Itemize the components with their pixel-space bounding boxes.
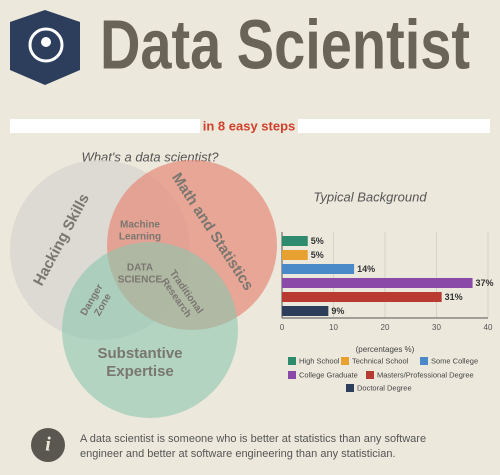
logo-head	[28, 27, 64, 63]
bar	[282, 306, 329, 316]
overlap-label: Machine	[120, 220, 160, 231]
x-tick-label: 20	[381, 323, 390, 332]
bar	[282, 264, 355, 274]
x-tick-label: 10	[329, 323, 338, 332]
venn-label: Substantive	[97, 345, 182, 362]
chart-title: Typical Background	[313, 189, 427, 204]
x-axis-label: (percentages %)	[356, 345, 415, 354]
bar-chart: 0 10 20 30 40 5% 5% 14% 37% 31% 9% High School Techn…	[280, 232, 494, 392]
x-tick-label: 30	[432, 323, 441, 332]
overlap-label: Learning	[119, 232, 161, 243]
value-label: 9%	[331, 306, 344, 316]
value-label: 37%	[476, 278, 494, 288]
legend-swatch	[366, 371, 374, 379]
legend-swatch	[288, 357, 296, 365]
overlap-label: DATA	[127, 263, 153, 274]
info-icon	[31, 428, 65, 462]
legend-label: High School	[299, 356, 340, 365]
bar	[282, 292, 442, 302]
venn-label: Expertise	[106, 363, 174, 380]
bar	[282, 236, 308, 246]
legend-label: Masters/Professional Degree	[377, 370, 474, 379]
venn-circle	[62, 242, 238, 418]
info-glyph: i	[45, 434, 51, 456]
legend-label: Some College	[431, 356, 478, 365]
rule-left	[10, 119, 200, 133]
x-tick-label: 40	[484, 323, 493, 332]
x-tick-label: 0	[280, 323, 285, 332]
legend-swatch	[288, 371, 296, 379]
value-label: 31%	[445, 292, 463, 302]
subtitle: in 8 easy steps	[203, 118, 296, 133]
logo-shield	[10, 10, 80, 85]
legend-swatch	[346, 384, 354, 392]
bar	[282, 250, 308, 260]
bar	[282, 278, 473, 288]
value-label: 14%	[357, 264, 375, 274]
overlap-label: SCIENCE	[118, 275, 163, 286]
logo-gear	[41, 37, 51, 47]
value-label: 5%	[311, 250, 324, 260]
title: Data Scientist	[100, 5, 470, 83]
legend-swatch	[420, 357, 428, 365]
legend-label: College Graduate	[299, 370, 358, 379]
legend-swatch	[341, 357, 349, 365]
quote-line: engineer and better at software engineer…	[80, 448, 396, 460]
quote-line: A data scientist is someone who is bette…	[80, 433, 426, 445]
value-label: 5%	[311, 236, 324, 246]
rule-right	[298, 119, 490, 133]
legend-label: Technical School	[352, 356, 409, 365]
legend-label: Doctoral Degree	[357, 383, 412, 392]
